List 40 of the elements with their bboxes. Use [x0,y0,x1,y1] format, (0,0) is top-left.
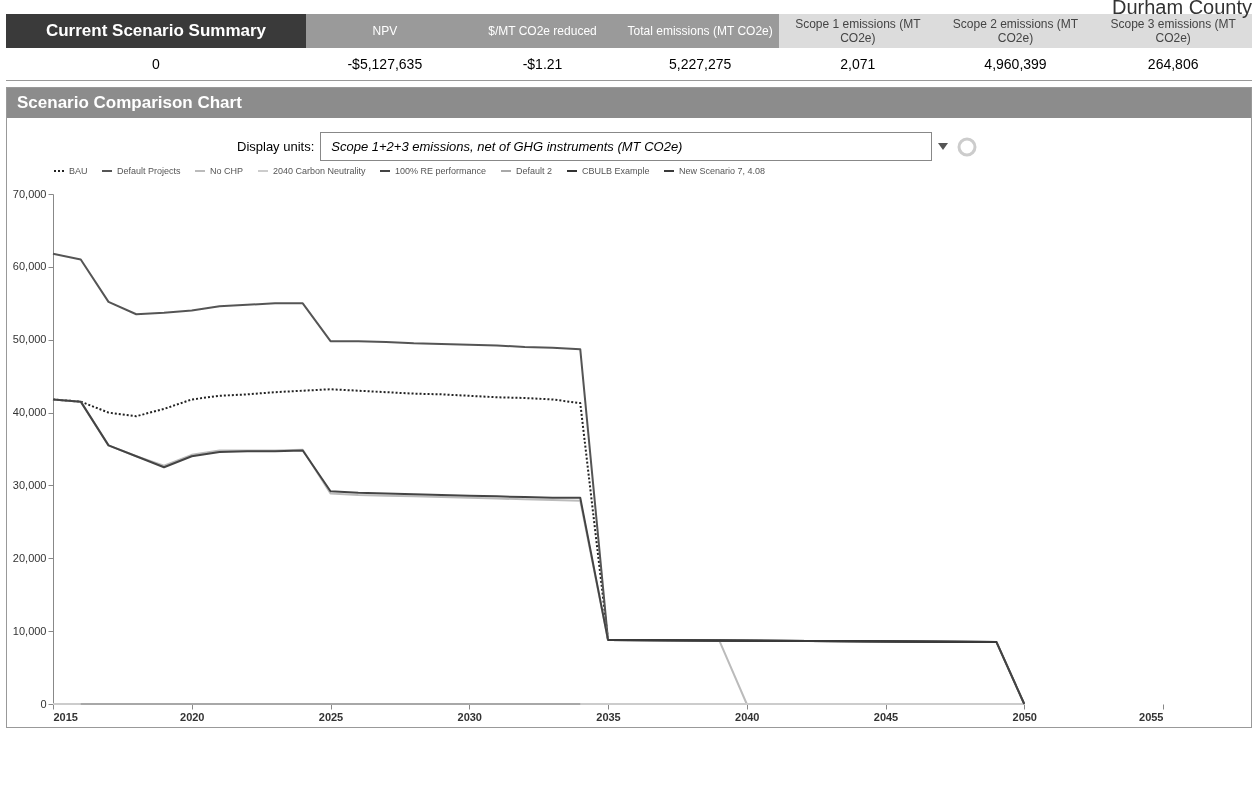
x-tick-label: 2020 [180,710,205,723]
y-tick-label: 10,000 [12,624,47,637]
x-tick-label: 2015 [53,710,78,723]
y-tick-label: 40,000 [12,406,47,419]
text: 5,227,275 [621,48,779,81]
y-tick-label: 50,000 [12,333,47,346]
y-tick-label: 60,000 [12,260,47,273]
text: Scope 2 emissions (MT CO2e) [936,14,1095,48]
legend-label: Default 2 [516,166,553,176]
x-tick-label: 2035 [596,710,621,723]
x-tick-label: 2045 [873,710,899,723]
y-tick-label: 70,000 [12,187,47,200]
legend-label: BAU [69,166,88,176]
legend-label: No CHP [210,166,244,176]
text: 4,960,399 [936,48,1095,81]
text: Total emissions (MT CO2e) [621,14,779,48]
text: Current Scenario Summary [6,14,306,48]
text: 264,806 [1094,48,1252,81]
y-tick-label: 0 [40,697,47,710]
text: Display units: [237,139,315,154]
legend-label: New Scenario 7, 4.08 [679,166,766,176]
x-tick-label: 2025 [318,710,344,723]
text: 2,071 [779,48,937,81]
text: -$1.21 [463,48,622,81]
x-tick-label: 2040 [735,710,760,723]
x-tick-label: 2050 [1012,710,1037,723]
x-tick-label: 2055 [1139,710,1164,723]
text: NPV [306,14,464,48]
legend-label: 2040 Carbon Neutrality [273,166,367,176]
legend-label: CBULB Example [582,166,650,176]
y-tick-label: 30,000 [12,478,47,491]
legend-label: 100% RE performance [395,166,487,176]
chart-subtitle: Scope 1+2+3 emissions, net of GHG instruments (MT CO2e) [320,132,933,161]
text: $/MT CO2e reduced [463,14,622,48]
text: -$5,127,635 [306,48,464,81]
y-tick-label: 20,000 [12,551,47,564]
chart-title: Scenario Comparison Chart [7,88,1251,118]
x-tick-label: 2030 [457,710,482,723]
legend-label: Default Projects [117,166,182,176]
text: Scope 1 emissions (MT CO2e) [779,14,937,48]
